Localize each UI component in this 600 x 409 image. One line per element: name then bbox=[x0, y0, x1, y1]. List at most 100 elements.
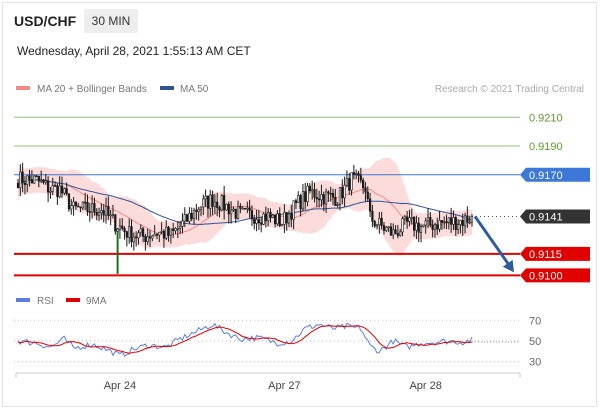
candle-body bbox=[264, 213, 267, 222]
candle-body bbox=[246, 207, 249, 210]
candle bbox=[218, 205, 221, 218]
level-label-0.9210: 0.9210 bbox=[529, 112, 563, 124]
candle bbox=[292, 200, 295, 230]
candle-body bbox=[324, 191, 328, 205]
candle bbox=[179, 220, 182, 235]
candle-body bbox=[179, 226, 182, 229]
candlestick-layer bbox=[16, 162, 474, 274]
level-label-0.9141: 0.9141 bbox=[529, 211, 563, 223]
candle-body bbox=[297, 195, 300, 203]
candle bbox=[148, 229, 152, 247]
candle-body bbox=[151, 235, 154, 239]
candle bbox=[227, 201, 230, 224]
candle-body bbox=[417, 222, 420, 233]
candle bbox=[345, 170, 349, 188]
candle-body bbox=[51, 185, 54, 192]
rsi-9ma-legend-swatch bbox=[66, 298, 80, 302]
candle-body bbox=[114, 214, 117, 232]
candle-body bbox=[392, 229, 395, 236]
candle-body bbox=[67, 193, 71, 210]
candle bbox=[445, 214, 448, 230]
candle bbox=[169, 228, 172, 244]
candle bbox=[278, 207, 281, 228]
candle-body bbox=[227, 203, 230, 215]
forecast-arrow-layer bbox=[473, 215, 514, 273]
candle-body bbox=[137, 232, 140, 239]
candle-body bbox=[262, 213, 265, 225]
candle bbox=[21, 162, 24, 193]
candle-body bbox=[234, 208, 237, 219]
candle bbox=[324, 188, 328, 213]
candle bbox=[368, 192, 372, 218]
candle bbox=[280, 223, 284, 227]
candle bbox=[181, 213, 184, 234]
candle-body bbox=[130, 226, 133, 243]
candle-body bbox=[410, 217, 413, 219]
candle-body bbox=[116, 228, 119, 232]
candle bbox=[318, 190, 321, 208]
candle-body bbox=[128, 226, 131, 238]
level-badge-0.9115 bbox=[520, 246, 590, 261]
candle-body bbox=[396, 233, 399, 236]
candle bbox=[239, 203, 242, 214]
candle bbox=[264, 206, 267, 228]
candle bbox=[311, 180, 314, 200]
candle-body bbox=[125, 231, 128, 238]
candle bbox=[299, 193, 302, 217]
level-badge-0.9100 bbox=[520, 268, 590, 283]
candle-body bbox=[213, 201, 216, 207]
candle bbox=[468, 215, 471, 225]
candle bbox=[158, 231, 161, 243]
rsi-tick-50: 50 bbox=[529, 336, 541, 348]
candle bbox=[260, 216, 263, 233]
candle bbox=[412, 216, 416, 237]
candle-body bbox=[355, 173, 358, 175]
candle bbox=[352, 164, 355, 180]
candle bbox=[199, 206, 203, 217]
rsi-legend-swatch bbox=[16, 298, 30, 302]
candle bbox=[315, 188, 318, 208]
candle-body bbox=[269, 211, 272, 218]
candle-body bbox=[450, 217, 453, 225]
candle-body bbox=[429, 217, 432, 226]
candle bbox=[19, 164, 22, 196]
candle-body bbox=[37, 175, 40, 182]
candle bbox=[70, 199, 73, 215]
candle bbox=[53, 181, 57, 187]
candle-body bbox=[209, 194, 212, 209]
candle-body bbox=[181, 220, 184, 227]
candle bbox=[417, 217, 420, 243]
candle bbox=[380, 211, 383, 230]
candle bbox=[72, 197, 75, 216]
candle bbox=[459, 219, 462, 234]
candle bbox=[362, 177, 365, 194]
candle-body bbox=[362, 179, 365, 188]
candle bbox=[111, 204, 115, 219]
candle-body bbox=[375, 224, 379, 227]
candle-body bbox=[443, 221, 446, 223]
rsi-tick-30: 30 bbox=[529, 357, 541, 369]
candle bbox=[394, 225, 397, 235]
candle bbox=[452, 210, 455, 231]
candle-body bbox=[63, 188, 66, 194]
candle bbox=[93, 197, 96, 216]
candle-body bbox=[53, 185, 57, 187]
candle bbox=[401, 216, 404, 237]
candle-body bbox=[345, 178, 349, 186]
candle-body bbox=[93, 203, 96, 213]
candle bbox=[396, 224, 399, 239]
candle bbox=[123, 226, 126, 240]
candle-body bbox=[313, 189, 316, 198]
candle-body bbox=[195, 209, 198, 212]
candle bbox=[51, 177, 54, 196]
candle-body bbox=[77, 205, 80, 208]
candle-body bbox=[304, 191, 307, 202]
candle-body bbox=[287, 213, 291, 224]
candle bbox=[262, 212, 265, 225]
candle-body bbox=[121, 225, 124, 229]
candle bbox=[422, 224, 425, 228]
candle bbox=[257, 209, 260, 230]
candle bbox=[234, 208, 237, 224]
candle-body bbox=[248, 207, 251, 211]
candle bbox=[162, 229, 166, 248]
